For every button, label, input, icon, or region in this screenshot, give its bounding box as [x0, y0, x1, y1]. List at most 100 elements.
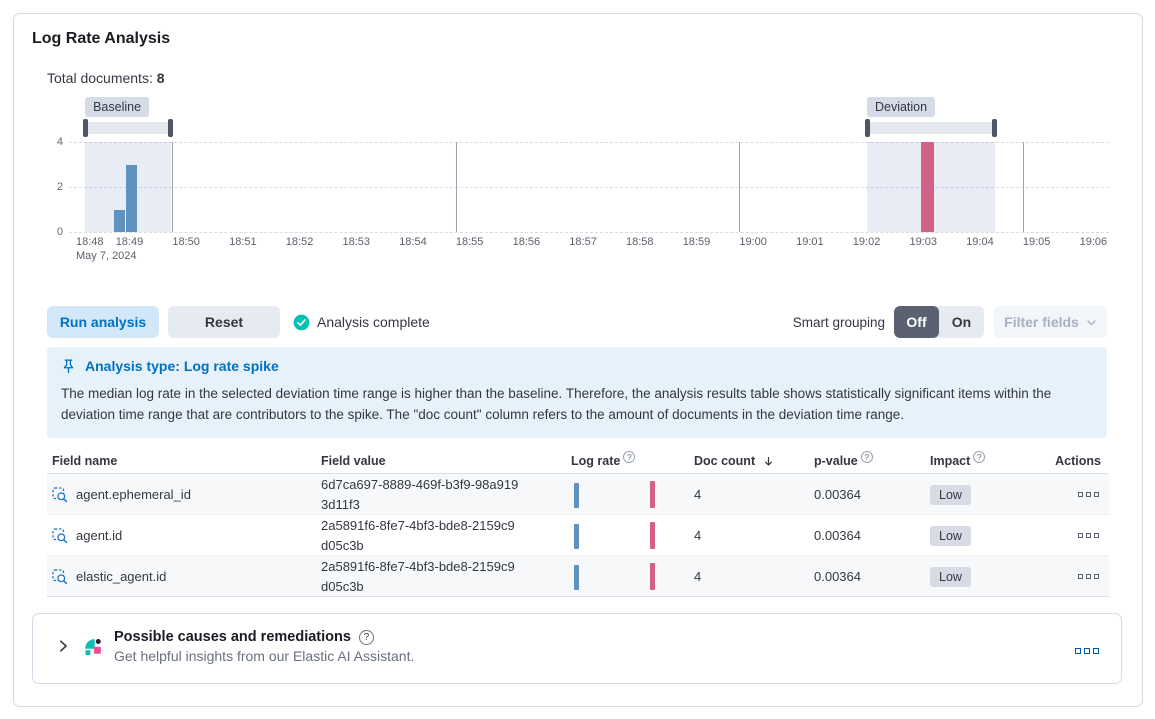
total-documents-label: Total documents:: [47, 70, 153, 86]
table-row: agent.id 2a5891f6-8fe7-4bf3-bde8-2159c9d0…: [47, 515, 1109, 556]
deviation-brush-right-handle[interactable]: [992, 119, 998, 137]
column-header-log-rate: Log rate?: [566, 451, 689, 468]
x-axis-tick-label: 19:05: [1022, 236, 1051, 248]
filter-field-icon[interactable]: [52, 568, 68, 585]
column-header-doc-count[interactable]: Doc count: [689, 454, 809, 468]
actions-cell: [1041, 490, 1109, 499]
smart-grouping-on-button[interactable]: On: [939, 306, 984, 338]
info-icon[interactable]: ?: [860, 451, 873, 463]
y-gridline: [69, 187, 1109, 188]
info-icon[interactable]: ?: [973, 451, 986, 463]
document-count-chart: 0 2 4 Baseline Deviation 18:48 18:49 18:50 18:51…: [47, 96, 1109, 264]
run-analysis-button[interactable]: Run analysis: [47, 306, 159, 338]
x-axis-tick-label: 19:04: [966, 236, 994, 248]
reset-button[interactable]: Reset: [168, 306, 280, 338]
analysis-toolbar: Run analysis Reset Analysis complete Sma…: [47, 306, 1107, 338]
possible-causes-panel[interactable]: Possible causes and remediations ? Get h…: [32, 613, 1122, 684]
x-axis-tick-label: 18:59: [682, 236, 711, 248]
log-rate-sparkline: [566, 515, 689, 556]
baseline-brush[interactable]: [83, 119, 174, 137]
column-header-p-value: p-value?: [809, 451, 925, 468]
row-actions-button[interactable]: [1076, 572, 1101, 581]
y-gridline: [69, 142, 1109, 143]
impact-cell: Low: [925, 484, 1041, 505]
column-header-impact: Impact?: [925, 451, 1041, 468]
column-header-label: Field value: [321, 454, 386, 468]
deviation-spark-bar: [650, 563, 655, 590]
column-header-field-value: Field value: [316, 454, 566, 468]
actions-cell: [1041, 531, 1109, 540]
smart-grouping-off-button[interactable]: Off: [894, 306, 939, 338]
impact-badge: Low: [930, 566, 971, 587]
y-axis-tick-label: 0: [56, 226, 63, 238]
row-actions-button[interactable]: [1076, 531, 1101, 540]
x-axis-tick-label: 18:57: [569, 236, 597, 248]
y-axis-tick-label: 2: [56, 181, 63, 193]
field-value-text: 2a5891f6-8fe7-4bf3-bde8-2159c9d05c3b: [321, 558, 515, 594]
chevron-down-icon: [1087, 319, 1096, 325]
row-actions-button[interactable]: [1076, 490, 1101, 499]
filter-fields-label: Filter fields: [1004, 314, 1079, 330]
doc-count-cell: 4: [694, 528, 702, 543]
x-axis-tick-label: 18:48: [76, 236, 104, 248]
field-value-text: 2a5891f6-8fe7-4bf3-bde8-2159c9d05c3b: [321, 517, 515, 553]
deviation-spark-bar: [650, 481, 655, 508]
field-value-cell: 2a5891f6-8fe7-4bf3-bde8-2159c9d05c3b: [316, 516, 566, 556]
x-axis-tick-label: 18:56: [512, 236, 541, 248]
deviation-brush[interactable]: [864, 119, 998, 137]
filter-fields-button[interactable]: Filter fields: [994, 306, 1107, 338]
impact-cell: Low: [925, 525, 1041, 546]
analysis-status: Analysis complete: [293, 314, 430, 331]
filter-field-icon[interactable]: [52, 527, 68, 544]
analysis-type-callout: Analysis type: Log rate spike The median…: [47, 347, 1107, 438]
baseline-spark-bar: [574, 483, 579, 508]
column-header-label: Log rate: [571, 454, 621, 468]
x-axis-date-label: May 7, 2024: [76, 250, 137, 262]
field-value-text: 6d7ca697-8889-469f-b3f9-98a9193d11f3: [321, 476, 519, 512]
baseline-spark-bar: [574, 524, 579, 549]
column-header-label: Actions: [1055, 454, 1101, 468]
callout-body: The median log rate in the selected devi…: [61, 386, 1052, 422]
total-documents: Total documents: 8: [47, 70, 1107, 86]
baseline-brush-left-handle[interactable]: [83, 119, 89, 137]
y-gridline: [69, 232, 1109, 233]
x-axis-tick-label: 18:53: [342, 236, 371, 248]
baseline-spark-bar: [574, 565, 579, 590]
column-header-label: p-value: [814, 454, 858, 468]
log-rate-sparkline: [566, 474, 689, 515]
vertical-gridline: [1022, 142, 1024, 232]
help-icon[interactable]: ?: [358, 629, 374, 645]
analysis-results-table: Field name Field value Log rate? Doc count p…: [47, 449, 1109, 597]
expand-chevron-button[interactable]: [54, 629, 72, 658]
filter-field-icon[interactable]: [52, 486, 68, 503]
p-value-cell: 0.00364: [814, 528, 861, 543]
smart-grouping-label: Smart grouping: [792, 314, 885, 330]
vertical-gridline: [172, 142, 174, 232]
x-axis-tick-label: 19:01: [796, 236, 824, 248]
table-body: agent.ephemeral_id 6d7ca697-8889-469f-b3f…: [47, 474, 1109, 597]
table-header-row: Field name Field value Log rate? Doc count p…: [47, 449, 1109, 474]
page-title: Log Rate Analysis: [32, 30, 171, 47]
info-icon[interactable]: ?: [623, 451, 636, 463]
panel-actions-button[interactable]: [1073, 646, 1101, 656]
y-axis-tick-label: 4: [56, 136, 63, 148]
column-header-actions: Actions: [1041, 454, 1109, 468]
baseline-brush-right-handle[interactable]: [168, 119, 174, 137]
field-name-value: agent.id: [76, 528, 123, 543]
p-value-cell: 0.00364: [814, 569, 861, 584]
analysis-status-label: Analysis complete: [317, 314, 430, 330]
doc-count-cell: 4: [694, 569, 702, 584]
field-value-cell: 2a5891f6-8fe7-4bf3-bde8-2159c9d05c3b: [316, 557, 566, 597]
smart-grouping-toggle: Off On: [894, 306, 984, 338]
elastic-ai-assistant-icon: [85, 639, 101, 656]
deviation-brush-left-handle[interactable]: [864, 119, 870, 137]
vertical-gridline: [739, 142, 741, 232]
p-value-cell: 0.00364: [814, 487, 861, 502]
x-axis-tick-label: 18:51: [229, 236, 257, 248]
column-header-label: Impact: [930, 454, 971, 468]
table-row: agent.ephemeral_id 6d7ca697-8889-469f-b3f…: [47, 474, 1109, 515]
column-header-label: Doc count: [694, 454, 756, 468]
x-axis-tick-label: 19:03: [909, 236, 938, 248]
log-rate-sparkline: [566, 556, 689, 597]
field-value-cell: 6d7ca697-8889-469f-b3f9-98a9193d11f3: [316, 475, 566, 515]
